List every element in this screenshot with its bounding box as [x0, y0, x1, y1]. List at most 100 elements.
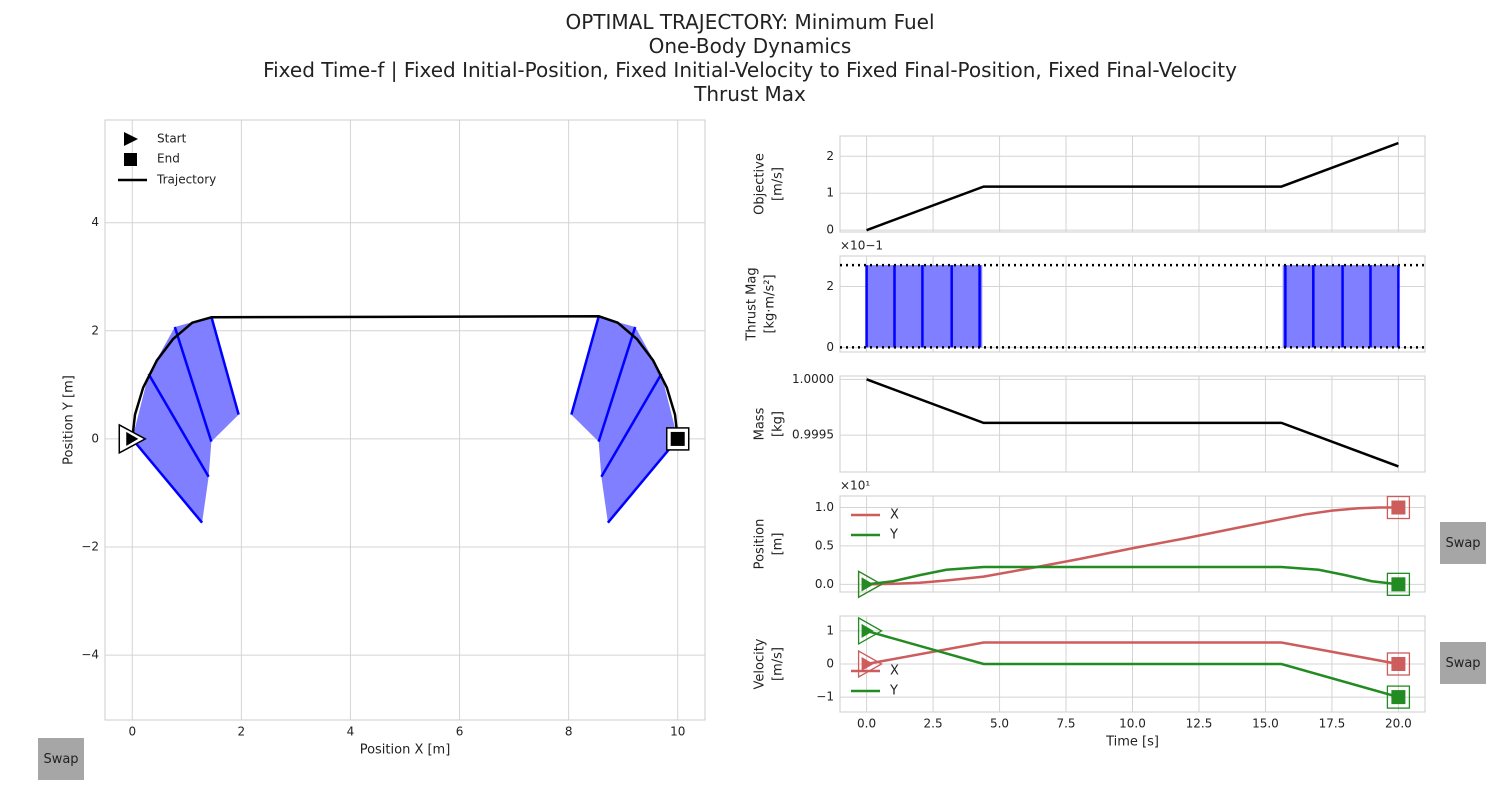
velocity-y-start-marker: [861, 623, 874, 638]
objective-line: [866, 141, 1399, 232]
mass-ylabel-line: Mass: [753, 407, 768, 440]
objective-ylabel-line: [m/s]: [771, 167, 786, 201]
velocity-x-end-marker-outline: [1386, 652, 1411, 676]
x-tick-label: 8: [565, 725, 573, 739]
x-tick-label: 0: [128, 725, 136, 739]
y-tick-label: −4: [81, 648, 99, 662]
swap-button-velocity[interactable]: Swap: [1440, 642, 1486, 684]
end-marker: [670, 431, 685, 446]
position-scale-label: ×10¹: [840, 479, 870, 493]
y-tick-label: 1.0: [815, 500, 834, 514]
figure-title: OPTIMAL TRAJECTORY: Minimum Fuel One-Bod…: [0, 10, 1500, 106]
x-tick-label: 17.5: [1319, 717, 1346, 731]
y-tick-label: 0.0: [815, 577, 834, 591]
x-tick-label: 10: [670, 725, 685, 739]
title-line-2: One-Body Dynamics: [648, 34, 852, 58]
x-tick-label: 6: [456, 725, 464, 739]
legend-label-start: Start: [157, 132, 187, 146]
legend-end-marker: [124, 153, 137, 166]
y-tick-label: 0: [91, 431, 99, 445]
thrust_mag-ylabel-line: [kg·m/s²]: [763, 274, 778, 333]
position-legend-label-x: X: [890, 508, 899, 523]
legend-label-end: End: [157, 152, 180, 166]
x-axis-label: Position X [m]: [360, 743, 451, 758]
x-tick-label: 2: [238, 725, 246, 739]
y-tick-label: 0.5: [815, 538, 834, 552]
mass-ylabel-line: [kg]: [771, 411, 786, 437]
swap-button-position[interactable]: Swap: [1440, 522, 1486, 564]
position-line-x: [866, 506, 1399, 586]
velocity-ylabel-line: [m/s]: [771, 647, 786, 681]
mass-line: [866, 378, 1399, 468]
y-tick-label: 2: [826, 279, 834, 293]
thrust_mag-ylabel-line: Thrust Mag: [745, 267, 760, 341]
position-ylabel-line: Position: [753, 519, 768, 570]
start-marker: [126, 431, 139, 446]
position-x-end-marker-outline: [1386, 495, 1411, 520]
x-tick-label: 2.5: [924, 717, 943, 731]
thrust-vector: [173, 326, 213, 443]
x-tick-label: 20.0: [1385, 717, 1412, 731]
objective-ylabel-line: Objective: [753, 153, 768, 215]
x-tick-label: 7.5: [1056, 717, 1075, 731]
thrust-vector: [147, 373, 210, 478]
y-tick-label: 1: [826, 623, 834, 637]
thrust-vector: [600, 373, 663, 478]
y-tick-label: 1.0000: [792, 372, 834, 386]
legend-label-trajectory: Trajectory: [156, 173, 216, 187]
position-legend-label-y: Y: [889, 528, 898, 543]
velocity-y-end-marker: [1391, 690, 1406, 705]
position-y-start-marker-outline: [857, 570, 883, 599]
x-tick-label: 0.0: [857, 717, 876, 731]
thrust-on-area: [866, 265, 983, 348]
position-line-y: [866, 565, 1399, 586]
y-tick-label: −1: [816, 690, 834, 704]
velocity-x-start-marker: [861, 657, 874, 671]
velocity-y-end-marker-outline: [1386, 685, 1411, 709]
x-tick-label: 12.5: [1186, 717, 1213, 731]
thrust-vector: [131, 438, 204, 524]
velocity-line-y: [866, 629, 1399, 699]
y-tick-label: 0: [826, 657, 834, 671]
thrust-vector: [597, 326, 637, 443]
position-y-end-marker-outline: [1386, 572, 1411, 596]
velocity-x-end-marker: [1391, 657, 1406, 671]
time-axis-label: Time [s]: [1105, 735, 1159, 750]
position-y-start-marker: [861, 577, 874, 592]
x-tick-label: 5.0: [990, 717, 1009, 731]
thrust_mag-scale-label: ×10−1: [840, 239, 883, 253]
x-tick-label: 4: [347, 725, 355, 739]
velocity-ylabel-line: Velocity: [753, 638, 768, 689]
y-tick-label: 2: [826, 149, 834, 163]
velocity-legend-label-x: X: [890, 664, 899, 679]
legend-start-marker: [124, 132, 138, 146]
swap-button-trajectory[interactable]: Swap: [38, 738, 84, 780]
y-tick-label: 2: [91, 323, 99, 337]
x-tick-label: 15.0: [1252, 717, 1279, 731]
y-tick-label: −2: [81, 540, 99, 554]
y-tick-label: 0: [826, 223, 834, 237]
trajectory-line: [131, 314, 679, 440]
velocity-y-start-marker-outline: [857, 616, 883, 646]
thrust-fill-end: [571, 316, 678, 523]
y-tick-label: 1: [826, 186, 834, 200]
x-tick-label: 10.0: [1119, 717, 1146, 731]
velocity-line-x: [866, 641, 1399, 666]
y-tick-label: 4: [91, 215, 99, 229]
y-tick-label: 0.9995: [792, 428, 834, 442]
title-line-1: OPTIMAL TRAJECTORY: Minimum Fuel: [565, 10, 935, 34]
thrust-vector: [210, 316, 240, 415]
thrust-on-area: [1282, 265, 1399, 348]
position-y-end-marker: [1391, 577, 1406, 592]
y-axis-label: Position Y [m]: [62, 375, 77, 465]
position-x-end-marker: [1391, 500, 1406, 515]
title-line-3: Fixed Time-f | Fixed Initial-Position, F…: [263, 58, 1237, 82]
title-line-4: Thrust Max: [694, 82, 806, 106]
position-ylabel-line: [m]: [771, 533, 786, 556]
thrust-vector: [606, 438, 679, 524]
y-tick-label: 0: [826, 340, 834, 354]
thrust-vector: [570, 316, 600, 415]
velocity-legend-label-y: Y: [889, 684, 898, 699]
thrust-fill-start: [132, 316, 239, 523]
